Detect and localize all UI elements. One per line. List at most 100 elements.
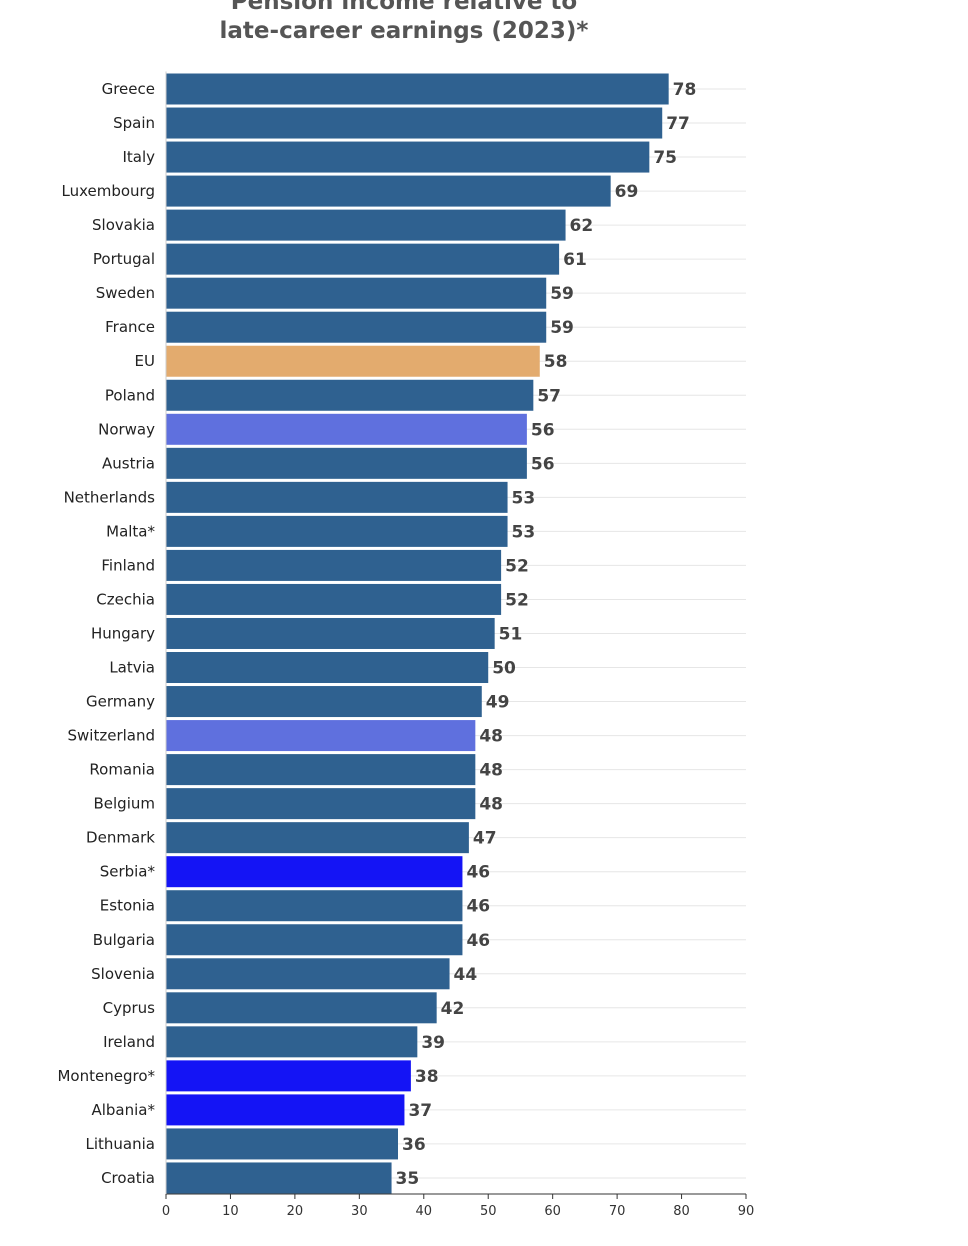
category-label: Malta* xyxy=(106,522,155,540)
bar xyxy=(166,379,534,411)
value-label: 75 xyxy=(653,148,677,168)
value-label: 38 xyxy=(415,1067,439,1087)
bar xyxy=(166,549,502,581)
value-label: 49 xyxy=(486,693,510,713)
category-label: Czechia xyxy=(96,590,155,608)
category-label: Greece xyxy=(102,80,155,98)
category-label: Luxembourg xyxy=(62,182,156,200)
value-label: 58 xyxy=(544,352,568,372)
value-label: 61 xyxy=(563,250,587,270)
category-label: Sweden xyxy=(96,284,155,302)
category-label: Finland xyxy=(101,556,155,574)
value-label: 69 xyxy=(615,182,639,202)
x-tick-label: 50 xyxy=(480,1204,497,1219)
value-label: 47 xyxy=(473,829,497,849)
category-label: Latvia xyxy=(109,659,155,677)
category-labels: Greece Spain Italy Luxembourg Slovakia Portug… xyxy=(57,80,155,1187)
x-tick-label: 10 xyxy=(222,1204,239,1219)
value-label: 53 xyxy=(512,522,536,542)
bar xyxy=(166,277,547,309)
bar xyxy=(166,1162,392,1194)
x-tick-label: 20 xyxy=(287,1204,304,1219)
bar xyxy=(166,856,463,888)
value-labels: 78 77 75 69 62 61 59 59 58 57 56 56 53 53 52 52 51 50 49 48… xyxy=(396,80,697,1189)
bar xyxy=(166,481,508,513)
bar xyxy=(166,890,463,922)
value-label: 46 xyxy=(466,931,490,951)
value-label: 57 xyxy=(537,386,561,406)
category-label: Switzerland xyxy=(68,727,156,745)
value-label: 51 xyxy=(499,624,523,644)
bar xyxy=(166,107,663,139)
bar xyxy=(166,992,437,1024)
bar xyxy=(166,311,547,343)
bar xyxy=(166,720,476,752)
value-label: 56 xyxy=(531,454,555,474)
x-tick-label: 0 xyxy=(162,1204,170,1219)
bar xyxy=(166,515,508,547)
category-label: Italy xyxy=(122,148,155,166)
bar xyxy=(166,652,489,684)
bar xyxy=(166,822,469,854)
value-label: 53 xyxy=(512,488,536,508)
chart-title-line-1: Pension income relative to xyxy=(230,0,578,15)
bar xyxy=(166,924,463,956)
value-label: 50 xyxy=(492,659,516,679)
category-label: Hungary xyxy=(91,624,155,642)
bar xyxy=(166,413,527,445)
bar xyxy=(166,175,611,207)
value-label: 48 xyxy=(479,761,503,781)
category-label: Denmark xyxy=(86,829,155,847)
bar xyxy=(166,958,450,990)
category-label: Portugal xyxy=(93,250,155,268)
bar xyxy=(166,583,502,615)
category-label: Slovenia xyxy=(91,965,155,983)
value-label: 62 xyxy=(570,216,594,236)
bar xyxy=(166,243,560,275)
bar xyxy=(166,1026,418,1058)
category-label: Austria xyxy=(102,454,155,472)
x-tick-label: 60 xyxy=(544,1204,561,1219)
bar xyxy=(166,141,650,173)
value-label: 46 xyxy=(466,863,490,883)
category-label: Slovakia xyxy=(92,216,155,234)
value-label: 77 xyxy=(666,114,690,134)
value-label: 46 xyxy=(466,897,490,917)
category-label: Croatia xyxy=(101,1169,155,1187)
value-label: 37 xyxy=(408,1101,432,1121)
category-label: Netherlands xyxy=(64,488,156,506)
category-label: Spain xyxy=(113,114,155,132)
value-label: 35 xyxy=(396,1169,420,1189)
value-label: 48 xyxy=(479,795,503,815)
x-axis: 0 10 20 30 40 50 60 70 80 90 xyxy=(162,71,755,1219)
category-label: Cyprus xyxy=(103,999,156,1017)
x-tick-label: 30 xyxy=(351,1204,368,1219)
category-label: France xyxy=(105,318,155,336)
category-label: Romania xyxy=(89,761,155,779)
category-label: Estonia xyxy=(100,897,155,915)
chart-title-line-2: late-career earnings (2023)* xyxy=(219,18,589,44)
value-label: 56 xyxy=(531,420,555,440)
value-label: 78 xyxy=(673,80,697,100)
x-tick-label: 90 xyxy=(738,1204,755,1219)
category-label: Montenegro* xyxy=(57,1067,155,1085)
category-label: Poland xyxy=(105,386,155,404)
value-label: 36 xyxy=(402,1135,426,1155)
bar xyxy=(166,73,669,105)
value-label: 42 xyxy=(441,999,465,1019)
category-label: Norway xyxy=(98,420,155,438)
category-label: Albania* xyxy=(91,1101,155,1119)
bar xyxy=(166,686,482,718)
category-label: Ireland xyxy=(103,1033,155,1051)
x-tick-label: 40 xyxy=(416,1204,433,1219)
category-label: Bulgaria xyxy=(93,931,155,949)
value-label: 39 xyxy=(421,1033,445,1053)
value-label: 48 xyxy=(479,727,503,747)
category-label: Germany xyxy=(86,693,155,711)
bar xyxy=(166,345,540,377)
chart-title: Pension income relative to late-career e… xyxy=(0,0,808,46)
value-label: 59 xyxy=(550,284,574,304)
bar xyxy=(166,617,495,649)
category-label: Lithuania xyxy=(86,1135,155,1153)
